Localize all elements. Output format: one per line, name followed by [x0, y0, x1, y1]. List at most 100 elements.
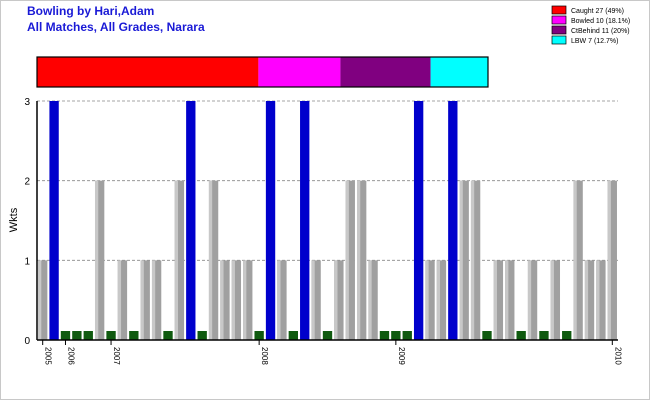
bar-value: [243, 260, 253, 340]
x-tick-label: 2005: [44, 347, 53, 365]
bar-value: [527, 260, 538, 340]
bar-value: [596, 260, 606, 340]
bar-zero: [516, 331, 526, 340]
bar-highlight: [151, 260, 156, 340]
stack-segment-caught: [37, 57, 259, 87]
bar-value: [584, 260, 595, 340]
bar-wicket: [448, 101, 458, 340]
bar-highlight: [94, 180, 99, 340]
bar-value: [277, 260, 287, 340]
bar-zero: [254, 331, 264, 340]
bar-highlight: [243, 260, 247, 340]
bar-value: [493, 260, 504, 340]
bar-value: [140, 260, 150, 340]
bar-zero: [402, 331, 412, 340]
y-axis-label: Wkts: [8, 207, 20, 232]
bar-highlight: [527, 260, 532, 340]
bar-highlight: [470, 180, 475, 340]
bar-wicket: [186, 101, 196, 340]
bar-highlight: [277, 260, 281, 340]
bar-wicket: [300, 101, 310, 340]
stack-segment-ctbehind: [340, 57, 431, 87]
bar-wicket: [413, 101, 424, 340]
y-tick-label: 2: [24, 177, 30, 188]
bar-highlight: [174, 180, 179, 340]
bar-value: [573, 180, 583, 340]
gridlines: 0 1 2 3: [24, 97, 618, 347]
bar-wicket: [49, 101, 59, 340]
bar-highlight: [334, 260, 338, 340]
bar-value: [357, 180, 367, 340]
bar-value: [231, 260, 242, 340]
axes: 2005 2006 2007 2008 2009 2010: [36, 101, 622, 365]
legend-swatch: [551, 15, 567, 25]
legend-swatch: [551, 35, 567, 45]
bar-value: [220, 260, 230, 340]
y-tick-label: 1: [24, 256, 30, 267]
wicket-bars: [38, 101, 617, 340]
bar-zero: [288, 331, 298, 340]
bar-zero: [60, 331, 71, 340]
legend-swatch: [551, 25, 567, 35]
bar-zero: [106, 331, 116, 340]
bar-value: [311, 260, 321, 340]
bar-highlight: [208, 180, 213, 340]
bar-highlight: [505, 260, 509, 340]
legend-label: Caught 27 (49%): [571, 8, 624, 15]
bar-highlight: [584, 260, 589, 340]
bar-zero: [72, 331, 82, 340]
legend-swatch: [551, 5, 567, 15]
bar-value: [550, 260, 561, 340]
bar-wicket: [265, 101, 276, 340]
bar-highlight: [550, 260, 554, 340]
y-tick-label: 3: [24, 97, 30, 108]
x-tick-label: 2010: [613, 347, 622, 365]
bar-value: [459, 180, 469, 340]
bar-value: [208, 180, 219, 340]
bar-zero: [197, 331, 207, 340]
bar-value: [505, 260, 515, 340]
bar-highlight: [459, 180, 463, 340]
bar-zero: [379, 331, 390, 340]
bar-value: [436, 260, 447, 340]
legend-label: CtBehind 11 (20%): [571, 28, 630, 35]
dismissal-stacked-bar: [36, 56, 489, 88]
bar-value: [607, 180, 617, 340]
stack-segment-bowled: [258, 57, 341, 87]
bar-highlight: [573, 180, 577, 340]
bar-value: [334, 260, 344, 340]
bar-value: [368, 260, 378, 340]
chart-subtitle: All Matches, All Grades, Narara: [27, 20, 205, 34]
bar-zero: [129, 331, 139, 340]
stack-border: [36, 56, 489, 88]
legend-label: Bowled 10 (18.1%): [571, 18, 630, 25]
bar-value: [470, 180, 481, 340]
bar-value: [117, 260, 128, 340]
bar-highlight: [493, 260, 497, 340]
bar-zero: [391, 331, 401, 340]
chart-title: Bowling by Hari,Adam: [27, 4, 155, 18]
bar-value: [345, 180, 355, 340]
bar-highlight: [220, 260, 224, 340]
y-tick-label: 0: [24, 336, 30, 347]
bar-value: [425, 260, 435, 340]
bar-value: [174, 180, 185, 340]
bar-highlight: [425, 260, 429, 340]
bar-zero: [562, 331, 572, 340]
bar-highlight: [607, 180, 611, 340]
bar-highlight: [117, 260, 122, 340]
bar-zero: [539, 331, 549, 340]
bar-zero: [83, 331, 93, 340]
bar-highlight: [231, 260, 235, 340]
x-tick-label: 2007: [112, 347, 121, 365]
bar-zero: [163, 331, 173, 340]
bar-highlight: [357, 180, 361, 340]
bar-highlight: [436, 260, 441, 340]
bar-zero: [322, 331, 333, 340]
x-tick-label: 2009: [397, 347, 406, 365]
bar-highlight: [368, 260, 372, 340]
legend: Caught 27 (49%) Bowled 10 (18.1%) CtBehind…: [551, 5, 630, 45]
bar-highlight: [596, 260, 600, 340]
bar-value: [94, 180, 105, 340]
